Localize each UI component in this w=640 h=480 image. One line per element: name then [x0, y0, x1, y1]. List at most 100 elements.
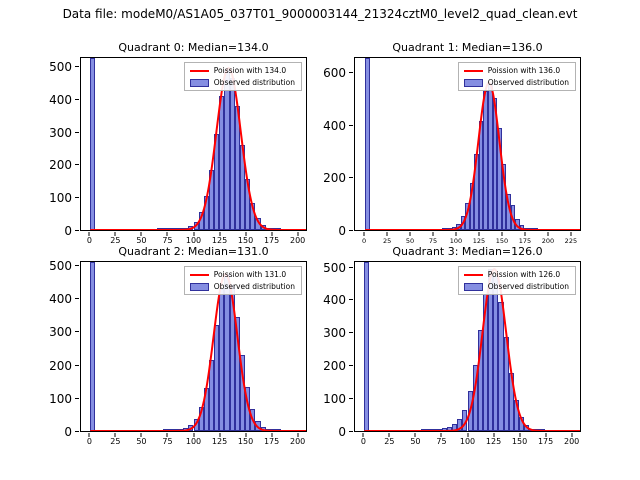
histogram-bar [497, 127, 502, 230]
y-tick-mark [349, 398, 353, 400]
y-tick-label: 300 [49, 125, 72, 140]
x-tick-label: 150 [237, 236, 254, 245]
histogram-patch-sample-icon [189, 282, 209, 291]
x-tick-label: 175 [263, 236, 280, 245]
x-tick-mark [297, 433, 299, 437]
x-tick-label: 225 [564, 237, 578, 245]
y-tick-mark [349, 431, 353, 432]
x-tick-label: 0 [86, 437, 92, 446]
legend-label: Poission with 131.0 [213, 270, 287, 279]
x-tick-mark [193, 433, 194, 437]
x-tick-mark [88, 433, 90, 437]
x-tick-label: 125 [211, 236, 228, 245]
subplot-title: Quadrant 0: Median=134.0 [118, 41, 269, 54]
y-tick-label: 100 [49, 191, 72, 206]
subplot-title: Quadrant 2: Median=131.0 [118, 245, 269, 258]
histogram-bar [469, 182, 475, 230]
y-tick-mark [75, 66, 79, 68]
legend-entry-fit: Poission with 126.0 [463, 270, 569, 279]
y-tick-mark [75, 197, 79, 199]
histogram-bar [208, 360, 215, 431]
x-tick-mark [193, 232, 194, 236]
poisson-fit-curve [81, 58, 306, 230]
legend-entry-fit: Poission with 131.0 [189, 270, 295, 279]
legend-entry-hist: Observed distribution [189, 78, 295, 87]
x-tick-label: 25 [110, 437, 121, 446]
x-tick-mark [388, 433, 390, 437]
histogram-bar [234, 316, 240, 431]
poisson-fit-curve [355, 262, 580, 431]
x-tick-label: 75 [162, 236, 173, 245]
y-tick-label: 400 [49, 292, 72, 307]
y-tick-label: 400 [323, 118, 346, 133]
histogram-bar [501, 164, 507, 230]
y-tick-label: 0 [338, 425, 346, 439]
x-tick-mark [271, 433, 273, 437]
x-tick-mark [571, 433, 573, 437]
x-tick-mark [524, 232, 526, 236]
legend-label: Poission with 134.0 [213, 66, 287, 75]
x-tick-mark [362, 433, 364, 437]
x-tick-mark [114, 232, 116, 236]
subplot-title: Quadrant 3: Median=126.0 [392, 245, 543, 258]
legend-entry-hist: Observed distribution [189, 282, 295, 291]
histogram-bar [214, 325, 220, 431]
legend: Poission with 131.0 Observed distributio… [183, 266, 302, 295]
x-tick-label: 0 [360, 437, 366, 446]
y-tick-mark [75, 131, 79, 133]
x-tick-label: 125 [472, 237, 486, 245]
x-tick-mark [297, 232, 299, 236]
x-tick-mark [493, 433, 495, 437]
x-tick-mark [519, 433, 521, 437]
y-tick-label: 300 [323, 326, 346, 341]
x-axis-ticks: 0 25 50 75 100 125 150 175 200 [354, 432, 581, 448]
x-tick-label: 200 [541, 237, 555, 245]
y-tick-mark [75, 364, 79, 366]
subplot-title: Quadrant 1: Median=136.0 [392, 41, 543, 54]
x-tick-label: 175 [537, 437, 554, 446]
fit-line-sample-icon [463, 69, 483, 72]
x-tick-label: 100 [449, 237, 463, 245]
x-tick-mark [140, 232, 142, 236]
x-tick-mark [271, 232, 273, 236]
plot-area: Poission with 134.0 Observed distributio… [80, 57, 307, 231]
subplot-quadrant-0: Quadrant 0: Median=134.0 0 100 200 300 400 50… [49, 41, 307, 245]
y-tick-mark [349, 177, 353, 179]
subplot-quadrant-3: Quadrant 3: Median=126.0 0 100 200 300 400 50… [323, 245, 581, 446]
x-tick-label: 75 [436, 437, 447, 446]
x-tick-label: 200 [289, 437, 306, 446]
y-axis-ticks: 0 200 400 600 [310, 57, 354, 237]
x-axis-ticks: 0 25 50 75 100 125 150 175 200 225 [354, 231, 581, 247]
x-tick-label: 150 [511, 437, 528, 446]
poisson-fit-curve [355, 58, 580, 230]
legend-label: Observed distribution [213, 78, 295, 87]
x-tick-label: 0 [86, 236, 92, 245]
fit-line-sample-icon [189, 273, 209, 276]
x-tick-mark [545, 433, 547, 437]
x-tick-mark [455, 232, 457, 236]
plot-area: Poission with 126.0 Observed distributio… [354, 261, 581, 432]
y-tick-mark [349, 230, 353, 231]
plot-area: Poission with 136.0 Observed distributio… [354, 57, 581, 231]
x-tick-mark [219, 433, 221, 437]
y-tick-mark [75, 298, 79, 300]
legend-label: Poission with 136.0 [487, 66, 561, 75]
y-tick-label: 200 [323, 171, 346, 186]
x-tick-mark [219, 232, 221, 236]
histogram-patch-sample-icon [463, 282, 483, 291]
y-tick-mark [349, 124, 353, 126]
x-tick-label: 50 [136, 437, 147, 446]
x-tick-label: 50 [136, 236, 147, 245]
histogram-patch-sample-icon [463, 78, 483, 87]
y-tick-mark [349, 71, 353, 73]
y-tick-mark [75, 331, 79, 333]
legend: Poission with 126.0 Observed distributio… [457, 266, 576, 295]
x-tick-label: 125 [211, 437, 228, 446]
x-tick-label: 75 [428, 237, 438, 245]
x-tick-label: 75 [162, 437, 173, 446]
x-tick-mark [478, 232, 480, 236]
x-tick-label: 150 [495, 237, 509, 245]
y-tick-mark [349, 332, 353, 334]
x-tick-mark [501, 232, 503, 236]
x-tick-label: 100 [459, 437, 476, 446]
